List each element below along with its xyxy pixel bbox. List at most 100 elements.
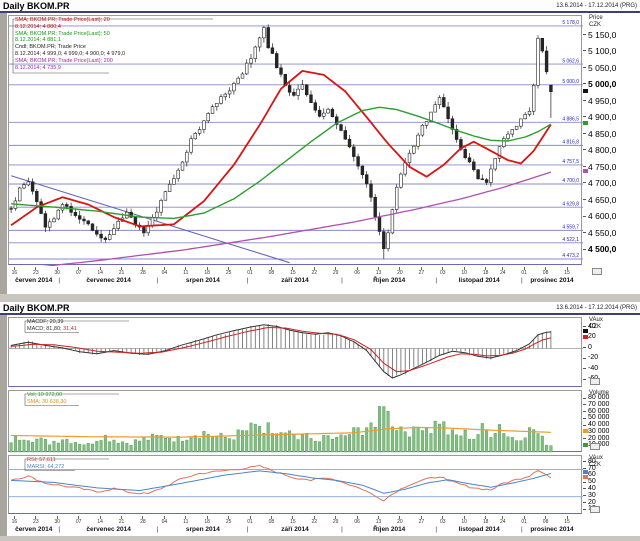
volume-bar: [339, 434, 343, 453]
x-tick-label: 27: [418, 519, 425, 525]
level-price-label: 4 700,0: [562, 178, 579, 184]
legend-text: MARSI; 64,272: [27, 463, 65, 470]
candle-up: [223, 93, 227, 98]
axis-tick-mark: [583, 325, 586, 327]
month-separator: |: [156, 277, 159, 284]
x-tick-mark: [313, 267, 315, 270]
candle-down: [352, 146, 356, 157]
candle-down: [476, 169, 480, 180]
axis-tick-mark: [583, 397, 586, 399]
candle-down: [382, 231, 386, 250]
rsi-line: [10, 464, 552, 502]
price-chart-plot[interactable]: 5 178,0 5 062,6 5 000,0 4 886,5 4 816,8 4 757…: [8, 15, 583, 266]
candle-down: [30, 181, 35, 192]
chart-corner-button[interactable]: [592, 268, 602, 275]
volume-bar: [455, 434, 459, 453]
x-tick-mark: [545, 267, 547, 270]
chart-corner-button[interactable]: [590, 443, 600, 450]
candle-down: [356, 156, 360, 167]
x-tick-label: 29: [332, 270, 339, 276]
volume-bar: [390, 426, 394, 453]
volume-bar: [159, 435, 163, 453]
volume-plot-svg: [9, 393, 553, 453]
volume-bar: [510, 437, 514, 453]
candle-down: [9, 208, 13, 210]
candle-up: [18, 187, 22, 202]
volume-bar: [193, 435, 197, 453]
candle-down: [103, 237, 108, 240]
x-tick-mark: [313, 516, 315, 519]
x-tick-label: 20: [397, 519, 403, 525]
month-label: prosinec 2014: [530, 526, 574, 533]
month-label: září 2014: [281, 526, 309, 533]
x-tick-mark: [502, 516, 504, 519]
volume-bar: [292, 433, 296, 453]
current-value-marker: [583, 328, 588, 333]
chart-corner-button[interactable]: [590, 506, 600, 513]
trendline: [10, 175, 290, 264]
volume-bar: [480, 423, 484, 453]
chart-title: Daily BKOM.PR: [3, 1, 70, 11]
volume-bar: [133, 439, 137, 453]
legend-text: Vol; 10 972,00: [27, 392, 63, 398]
axis-tick-label: 80 000: [588, 394, 610, 402]
candle-up: [150, 217, 155, 226]
candle-down: [304, 84, 309, 96]
candle-up: [489, 168, 493, 183]
volume-bar: [373, 427, 377, 453]
candle-down: [480, 178, 484, 180]
candle-up: [386, 232, 390, 249]
axis-tick-mark: [583, 468, 586, 470]
volume-bar: [519, 440, 523, 453]
chart-corner-button[interactable]: [590, 378, 600, 385]
axis-tick-label: 4 650,0: [588, 194, 617, 205]
volume-bar: [485, 429, 489, 453]
x-tick-mark: [13, 267, 15, 270]
macd-panel-plot[interactable]: MACDF; 20,39 MACD; 81,80; 31,41: [8, 317, 583, 387]
candle-up: [322, 112, 326, 117]
month-separator: |: [246, 526, 249, 533]
volume-bar: [22, 439, 26, 453]
indicator-chart-date-range: 13.6.2014 - 17.12.2014 (PRG): [556, 305, 637, 311]
candle-up: [47, 221, 52, 228]
volume-bar: [360, 435, 364, 453]
axis-unit-label: Price CZK: [589, 15, 603, 28]
current-value-marker: [583, 442, 588, 447]
axis-tick-label: -20: [588, 354, 599, 362]
axis-tick-label: 40: [588, 485, 596, 493]
candle-up: [399, 173, 403, 188]
x-tick-mark: [142, 516, 144, 519]
candle-up: [26, 181, 30, 186]
candle-down: [95, 230, 99, 235]
axis-tick-mark: [583, 347, 586, 349]
axis-tick-mark: [583, 404, 586, 406]
legend-text: SMA; BKOM.PR; Trade Price(Last); 50: [15, 30, 110, 37]
candle-up: [210, 106, 215, 114]
x-tick-label: 29: [332, 519, 339, 525]
legend-text: MACD; 81,80;: [27, 325, 64, 332]
volume-bar: [43, 439, 47, 453]
candle-down: [99, 233, 103, 239]
x-tick-mark: [142, 267, 144, 270]
x-tick-mark: [270, 267, 272, 270]
axis-tick-mark: [583, 215, 586, 217]
x-tick-mark: [270, 516, 272, 519]
x-tick-label: 15: [290, 519, 296, 525]
rsi-panel-plot[interactable]: RSI; 57,611 MARSI; 64,272: [8, 455, 583, 514]
panel-legend: Vol; 10 972,00 SMA; 30 638,30: [27, 392, 66, 406]
legend-text: 8.12.2014; 4 881,1: [15, 37, 61, 44]
volume-bar: [515, 440, 519, 453]
axis-tick-mark: [583, 248, 586, 250]
axis-tick-mark: [583, 149, 586, 151]
candle-up: [180, 161, 185, 171]
volume-bar: [95, 441, 99, 453]
axis-tick-mark: [583, 508, 586, 510]
x-tick-label: 06: [354, 270, 360, 276]
volume-panel-plot[interactable]: Vol; 10 972,00 SMA; 30 638,30: [8, 390, 582, 453]
x-tick-label: 25: [225, 519, 232, 525]
window-left-edge: [0, 13, 7, 536]
volume-bar: [240, 430, 244, 453]
volume-bar: [232, 439, 236, 453]
x-tick-label: 07: [75, 519, 82, 525]
